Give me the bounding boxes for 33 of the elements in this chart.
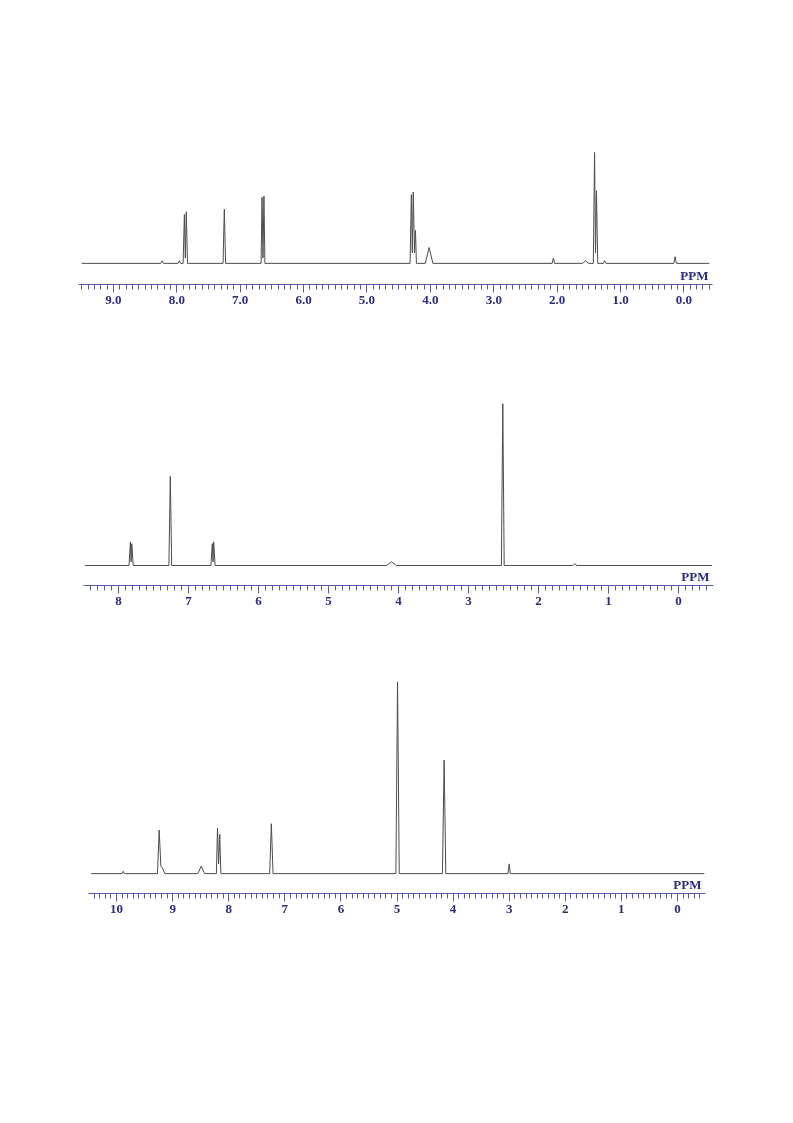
x-tick-label: 1 [605, 592, 612, 608]
x-tick-label: 3 [505, 900, 513, 916]
x-tick-label: 8 [225, 900, 233, 916]
x-axis-title: PPM [680, 267, 709, 283]
x-tick-label: 0.0 [675, 291, 693, 307]
x-tick-label: 6.0 [295, 291, 312, 307]
x-axis-title: PPM [681, 568, 710, 584]
x-tick-label: 4 [395, 592, 403, 608]
x-tick-label: 9 [169, 900, 177, 916]
x-tick-label: 8.0 [168, 291, 185, 307]
x-tick-label: 8 [115, 592, 123, 608]
x-tick-label: 2 [562, 900, 569, 916]
x-tick-label: 0 [674, 900, 681, 916]
x-tick-label: 4 [449, 900, 457, 916]
x-tick-label: 6 [337, 900, 345, 916]
x-tick-label: 6 [255, 592, 263, 608]
x-tick-label: 5 [393, 900, 401, 916]
x-tick-label: 5 [325, 592, 333, 608]
x-tick-label: 9.0 [105, 291, 122, 307]
x-tick-label: 7.0 [232, 291, 249, 307]
x-tick-label: 3.0 [485, 291, 502, 307]
x-tick-label: 3 [465, 592, 473, 608]
x-tick-label: 1.0 [612, 291, 629, 307]
x-tick-label: 2 [535, 592, 542, 608]
x-tick-label: 0 [675, 592, 682, 608]
x-axis-title: PPM [673, 876, 702, 892]
x-tick-label: 1 [618, 900, 625, 916]
x-tick-label: 5.0 [358, 291, 376, 307]
x-tick-label: 4.0 [422, 291, 439, 307]
x-tick-label: 10 [110, 900, 124, 916]
x-tick-label: 7 [185, 592, 193, 608]
x-tick-label: 2.0 [549, 291, 566, 307]
x-tick-label: 7 [281, 900, 289, 916]
